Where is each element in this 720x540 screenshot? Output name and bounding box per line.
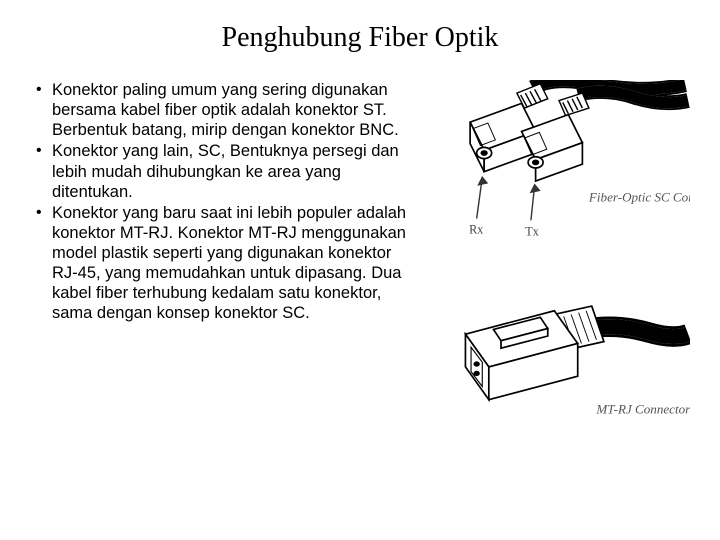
content-row: Konektor paling umum yang sering digunak… [30, 80, 690, 437]
bullet-item: Konektor paling umum yang sering digunak… [34, 80, 420, 140]
sc-connector-diagram: Rx Tx Fiber-Optic SC Connector [428, 80, 690, 248]
bullet-list: Konektor paling umum yang sering digunak… [34, 80, 420, 324]
slide-title: Penghubung Fiber Optik [30, 22, 690, 54]
mtrj-caption: MT-RJ Connector [595, 402, 690, 417]
bullet-item: Konektor yang lain, SC, Bentuknya perseg… [34, 141, 420, 201]
mtrj-connector-svg: MT-RJ Connector [428, 278, 690, 437]
sc-caption: Fiber-Optic SC Connector [588, 190, 690, 205]
slide: Penghubung Fiber Optik Konektor paling u… [0, 0, 720, 540]
mtrj-connector-diagram: MT-RJ Connector [428, 278, 690, 437]
tx-label: Tx [525, 224, 539, 238]
sc-connector-svg: Rx Tx Fiber-Optic SC Connector [428, 80, 690, 248]
image-column: Rx Tx Fiber-Optic SC Connector [428, 80, 690, 437]
bullet-item: Konektor yang baru saat ini lebih popule… [34, 203, 420, 324]
rx-label: Rx [469, 222, 483, 236]
text-column: Konektor paling umum yang sering digunak… [30, 80, 420, 437]
